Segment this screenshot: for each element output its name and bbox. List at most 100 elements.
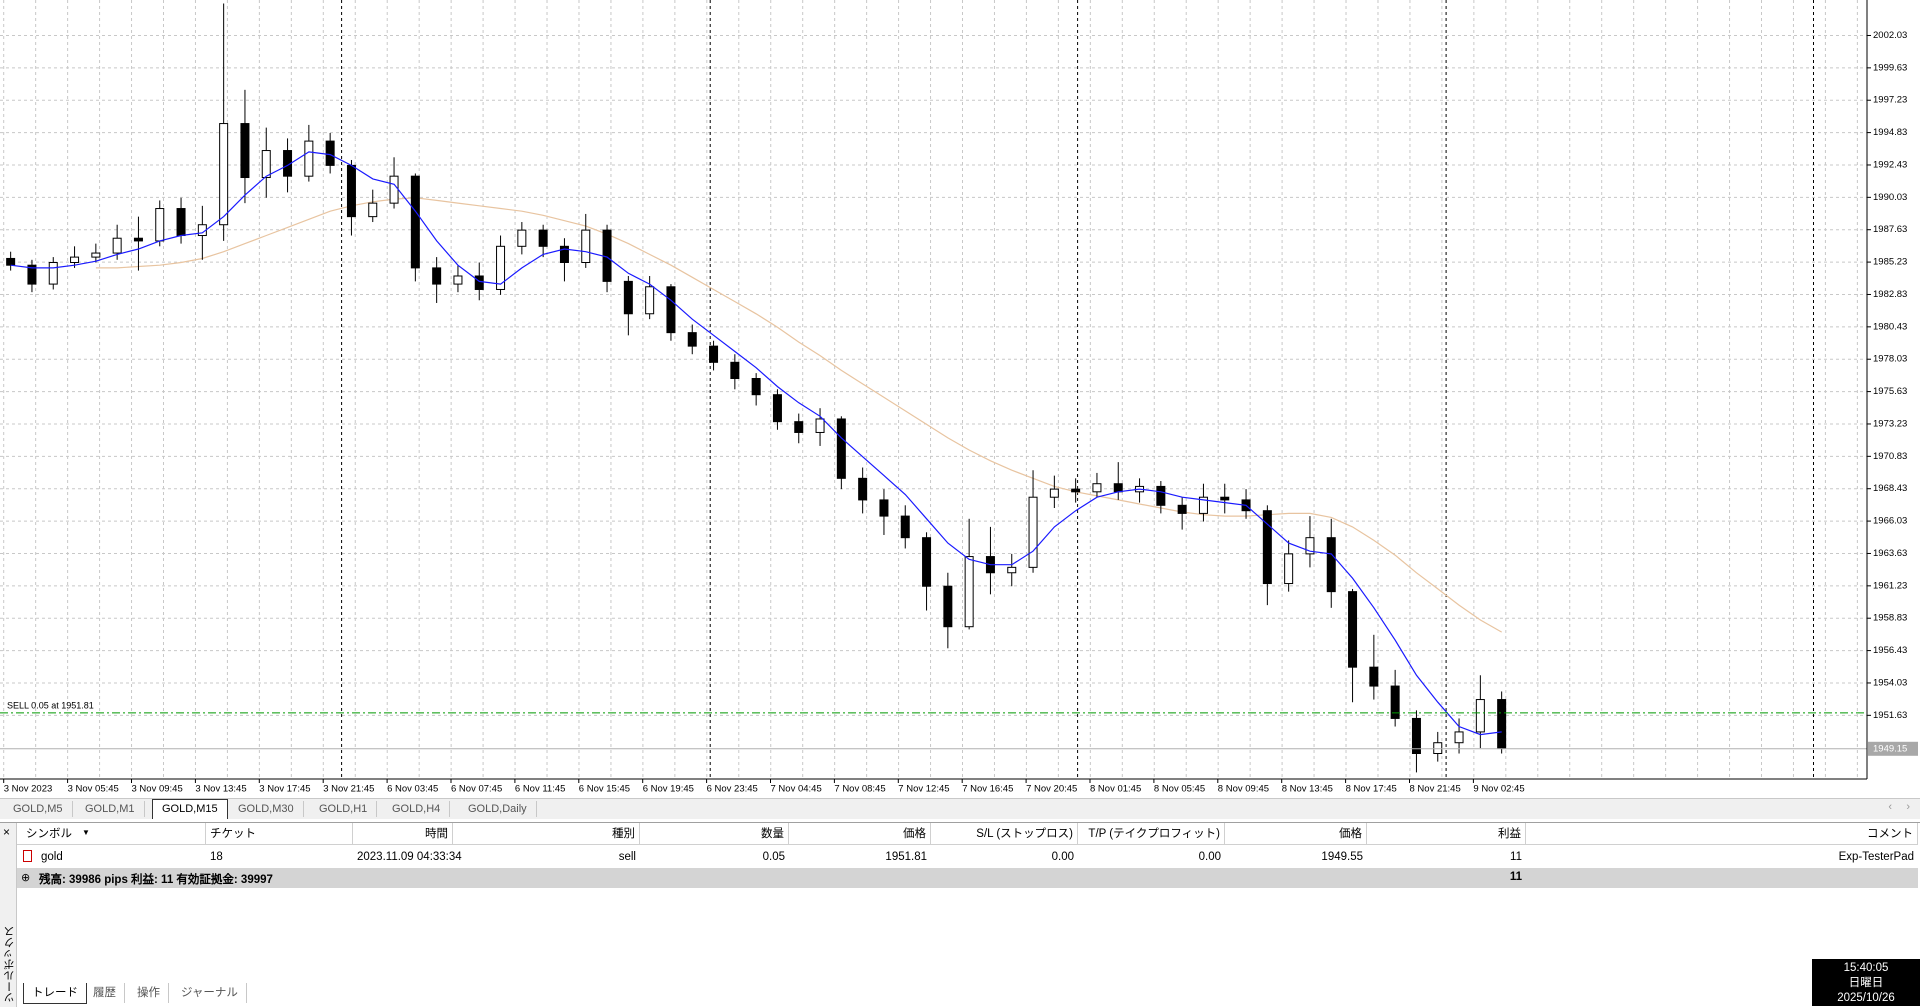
y-tick-label: 1958.83 bbox=[1873, 613, 1907, 624]
candle-body bbox=[1156, 485, 1166, 506]
candle-body bbox=[1113, 483, 1123, 493]
y-tick-label: 1951.63 bbox=[1873, 710, 1907, 721]
ma-fast-line bbox=[10, 151, 1502, 736]
clock-time: 15:40:05 bbox=[1843, 962, 1889, 974]
candle-body bbox=[368, 202, 378, 218]
candle-body bbox=[1071, 488, 1081, 493]
y-tick-label: 1973.23 bbox=[1873, 418, 1907, 429]
candle-body bbox=[794, 421, 804, 433]
candle-body bbox=[410, 175, 420, 269]
toolbox-tab[interactable]: トレード bbox=[23, 983, 87, 1004]
toolbox-strip: × ツールボックス bbox=[0, 823, 17, 1007]
x-tick-label: 6 Nov 19:45 bbox=[643, 784, 694, 795]
y-tick-label: 1982.83 bbox=[1873, 289, 1907, 300]
toolbox: × ツールボックス シンボル チケット 時間 種別 数量 価格 S/L (ストップロス) T/… bbox=[0, 822, 1920, 1007]
candle-body bbox=[538, 229, 548, 247]
chart-tab[interactable]: GOLD,M15 bbox=[152, 799, 228, 819]
chart-tabs: ‹ › GOLD,M5 GOLD,M1 GOLD,M15 GOLD,M30 GOLD,H… bbox=[0, 798, 1920, 819]
x-tick-label: 8 Nov 05:45 bbox=[1154, 784, 1205, 795]
column-header[interactable]: T/P (テイクプロフィット) bbox=[1078, 823, 1225, 845]
chart-tab[interactable]: GOLD,Daily bbox=[459, 801, 537, 817]
table-cell: 1949.55 bbox=[1321, 851, 1363, 863]
x-tick-label: 6 Nov 15:45 bbox=[579, 784, 630, 795]
x-tick-label: 3 Nov 13:45 bbox=[195, 784, 246, 795]
candle-body bbox=[1326, 537, 1336, 593]
candle-body bbox=[1454, 731, 1464, 744]
candle-body bbox=[964, 556, 974, 628]
candle-body bbox=[709, 345, 719, 363]
candle-body bbox=[1348, 591, 1358, 668]
y-tick-label: 1961.23 bbox=[1873, 580, 1907, 591]
y-tick-label: 1980.43 bbox=[1873, 321, 1907, 332]
column-header[interactable]: 時間 bbox=[353, 823, 453, 845]
candle-body bbox=[219, 123, 229, 226]
candle-body bbox=[1049, 488, 1059, 498]
chart-tab[interactable]: GOLD,M1 bbox=[76, 801, 145, 817]
candle-body bbox=[70, 256, 80, 263]
candle-body bbox=[1305, 537, 1315, 555]
y-tick-label: 1992.43 bbox=[1873, 159, 1907, 170]
candle-body bbox=[623, 280, 633, 315]
table-cell: sell bbox=[618, 851, 636, 863]
y-tick-label: 1978.03 bbox=[1873, 354, 1907, 365]
candle-body bbox=[432, 267, 442, 285]
toolbox-tab[interactable]: 操作 bbox=[129, 983, 169, 1003]
y-tick-label: 1970.83 bbox=[1873, 451, 1907, 462]
candle-body bbox=[389, 175, 399, 204]
candle-body bbox=[1284, 553, 1294, 585]
x-tick-label: 7 Nov 12:45 bbox=[898, 784, 949, 795]
x-tick-label: 7 Nov 16:45 bbox=[962, 784, 1013, 795]
close-button[interactable]: × bbox=[3, 825, 11, 839]
sort-dropdown[interactable]: ▼ bbox=[82, 828, 90, 837]
column-header[interactable]: 種別 bbox=[453, 823, 640, 845]
column-header[interactable]: コメント bbox=[1526, 823, 1918, 845]
x-tick-label: 6 Nov 07:45 bbox=[451, 784, 502, 795]
y-tick-label: 1990.03 bbox=[1873, 192, 1907, 203]
candle-body bbox=[48, 261, 58, 285]
y-tick-label: 1987.63 bbox=[1873, 224, 1907, 235]
bid-label: 1949.15 bbox=[1873, 743, 1907, 754]
candle-body bbox=[645, 286, 655, 315]
column-header[interactable]: シンボル bbox=[17, 823, 206, 845]
table-cell: 18 bbox=[210, 851, 223, 863]
candle-body bbox=[240, 123, 250, 179]
toolbox-title: ツールボックス bbox=[4, 926, 16, 1003]
y-tick-label: 1975.63 bbox=[1873, 386, 1907, 397]
toolbox-tab[interactable]: ジャーナル bbox=[173, 983, 247, 1003]
expand-icon[interactable]: ⊕ bbox=[21, 872, 31, 884]
clock-day: 日曜日 bbox=[1848, 977, 1884, 989]
candle-body bbox=[1007, 566, 1017, 574]
column-header[interactable]: S/L (ストップロス) bbox=[931, 823, 1078, 845]
candle-body bbox=[112, 237, 122, 254]
chart-tab[interactable]: GOLD,M30 bbox=[229, 801, 304, 817]
column-header[interactable]: 価格 bbox=[789, 823, 931, 845]
column-header[interactable]: 数量 bbox=[640, 823, 789, 845]
candle-body bbox=[1262, 510, 1272, 585]
column-header[interactable]: 価格 bbox=[1225, 823, 1367, 845]
toolbox-tab[interactable]: 履歴 bbox=[85, 983, 125, 1003]
x-tick-label: 6 Nov 11:45 bbox=[515, 784, 566, 795]
tab-scroll-left[interactable]: ‹ bbox=[1888, 801, 1892, 813]
candle-body bbox=[836, 418, 846, 479]
summary-row: ⊕ 残高: 39986 pips 利益: 11 有効証拠金: 39997 11 bbox=[17, 868, 1918, 888]
chart-tab[interactable]: GOLD,H1 bbox=[310, 801, 378, 817]
table-cell: Exp-TesterPad bbox=[1838, 851, 1914, 863]
chart-tab[interactable]: GOLD,M5 bbox=[4, 801, 73, 817]
candle-body bbox=[751, 378, 761, 396]
x-tick-label: 6 Nov 03:45 bbox=[387, 784, 438, 795]
tab-scroll-right[interactable]: › bbox=[1906, 801, 1910, 813]
candle-body bbox=[815, 418, 825, 433]
column-header[interactable]: チケット bbox=[206, 823, 353, 845]
x-tick-label: 7 Nov 08:45 bbox=[834, 784, 885, 795]
chart-tab[interactable]: GOLD,H4 bbox=[383, 801, 451, 817]
candle-body bbox=[943, 585, 953, 628]
y-tick-label: 1994.83 bbox=[1873, 127, 1907, 138]
candle-body bbox=[346, 164, 356, 218]
table-cell: 1951.81 bbox=[885, 851, 927, 863]
y-tick-label: 1963.63 bbox=[1873, 548, 1907, 559]
table-cell: gold bbox=[41, 851, 63, 863]
column-header[interactable]: 利益 bbox=[1367, 823, 1526, 845]
summary-profit: 11 bbox=[1509, 871, 1522, 883]
x-tick-label: 7 Nov 20:45 bbox=[1026, 784, 1077, 795]
